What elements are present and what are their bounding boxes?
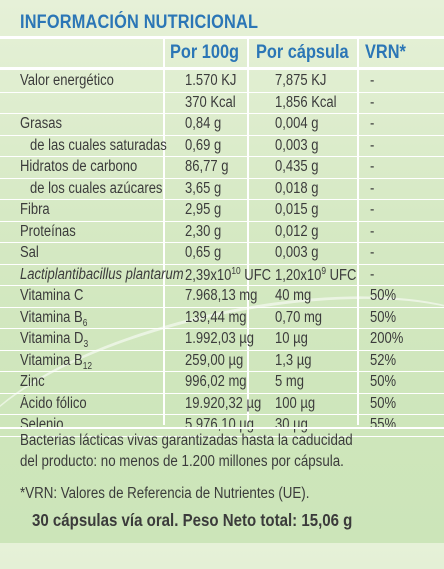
table-row: Proteínas 2,30 g 0,012 g - [0,221,444,243]
vrn-value: 50% [370,373,397,390]
value-per-capsule: 100 µg [275,394,316,412]
vrn-value: - [370,158,375,175]
nutrient-name: Valor energético [20,72,114,89]
value-per-capsule: 0,018 g [275,179,319,197]
nutrient-name: Sal [20,244,39,261]
page-title: INFORMACIÓN NUTRICIONAL [20,12,259,33]
footer-text: 30 cápsulas vía oral. Peso Neto total: 1… [32,510,353,530]
value-per-100g: 86,77 g [185,158,229,175]
value-per-capsule: 0,003 g [275,244,319,261]
vrn-value: - [370,201,375,218]
value-per-capsule: 0,004 g [275,115,319,132]
vrn-value: 200% [370,330,404,347]
value-per-capsule: 5 mg [275,373,304,390]
table-row: 370 Kcal 1,856 Kcal - [0,92,444,114]
nutrient-name: Lactiplantibacillus plantarum [20,265,184,283]
value-per-100g: 996,02 mg [185,373,247,390]
header-per-capsule: Por cápsula [256,42,349,63]
vrn-value: - [370,93,375,111]
value-per-capsule: 0,70 mg [275,308,323,326]
value-per-100g: 2,95 g [185,201,222,218]
vrn-value: - [370,265,375,283]
vrn-value: 50% [370,287,397,304]
value-per-100g: 7.968,13 mg [185,287,258,304]
table-row: de las cuales saturadas 0,69 g 0,003 g - [0,135,444,157]
vrn-value: 55% [370,416,397,433]
table-row: Hidratos de carbono 86,77 g 0,435 g - [0,156,444,179]
value-per-100g: 3,65 g [185,179,222,197]
column-divider [163,37,165,425]
vrn-value: - [370,115,375,132]
vrn-value: 52% [370,351,397,369]
nutrient-name: Fibra [20,201,50,218]
divider [0,427,444,429]
header-vrn: VRN* [365,42,406,63]
table-row: Vitamina C 7.968,13 mg 40 mg 50% [0,285,444,308]
value-per-100g: 370 Kcal [185,93,236,111]
value-per-capsule: 0,012 g [275,222,319,240]
nutrient-name: Zinc [20,373,45,390]
vrn-note: *VRN: Valores de Referencia de Nutriente… [20,485,310,502]
nutrient-name: Vitamina B6 [20,308,88,329]
value-per-100g: 1.992,03 µg [185,330,255,347]
table-row: Vitamina D3 1.992,03 µg 10 µg 200% [0,328,444,351]
value-per-100g: 0,65 g [185,244,222,261]
table-row: Sal 0,65 g 0,003 g - [0,242,444,265]
column-divider [247,37,249,425]
value-per-capsule: 10 µg [275,330,308,347]
value-per-capsule: 0,003 g [275,136,319,154]
value-per-100g: 2,30 g [185,222,222,240]
table-row: Lactiplantibacillus plantarum 2,39x1010 U… [0,264,444,286]
value-per-100g: 139,44 mg [185,308,247,326]
vrn-value: - [370,222,375,240]
value-per-capsule: 1,856 Kcal [275,93,337,111]
nutrient-name: Vitamina D3 [20,330,89,351]
value-per-capsule: 7,875 KJ [275,72,327,89]
table-row: Vitamina B12 259,00 µg 1,3 µg 52% [0,350,444,372]
nutrient-name: Ácido fólico [20,394,87,412]
column-divider [357,37,359,425]
note-line-2: del producto: no menos de 1.200 millones… [20,453,344,470]
nutrient-name: Hidratos de carbono [20,158,138,175]
table-row: Grasas 0,84 g 0,004 g - [0,113,444,136]
value-per-capsule: 0,015 g [275,201,319,218]
value-per-capsule: 0,435 g [275,158,319,175]
value-per-100g: 19.920,32 µg [185,394,262,412]
table-row: Fibra 2,95 g 0,015 g - [0,199,444,222]
nutrient-name: de los cuales azúcares [30,179,163,197]
vrn-value: 50% [370,394,397,412]
nutrient-name: Vitamina B12 [20,351,93,372]
value-per-100g: 2,39x1010 UFC [185,265,272,284]
value-per-100g: 0,84 g [185,115,222,132]
nutrient-name: Proteínas [20,222,76,240]
table-row: Valor energético 1.570 KJ 7,875 KJ - [0,70,444,93]
value-per-capsule: 40 mg [275,287,312,304]
header-divider [0,67,444,70]
vrn-value: - [370,72,375,89]
value-per-100g: 0,69 g [185,136,222,154]
nutrient-name: de las cuales saturadas [30,136,167,154]
vrn-value: - [370,136,375,154]
table-row: Ácido fólico 19.920,32 µg 100 µg 50% [0,393,444,415]
value-per-100g: 259,00 µg [185,351,244,369]
vrn-value: 50% [370,308,397,326]
value-per-100g: 1.570 KJ [185,72,237,89]
table-row: Zinc 996,02 mg 5 mg 50% [0,371,444,394]
table-row: de los cuales azúcares 3,65 g 0,018 g - [0,178,444,200]
table-row: Vitamina B6 139,44 mg 0,70 mg 50% [0,307,444,329]
value-per-capsule: 1,3 µg [275,351,312,369]
nutrient-name: Grasas [20,115,62,132]
vrn-value: - [370,244,375,261]
nutrient-name: Vitamina C [20,287,84,304]
vrn-value: - [370,179,375,197]
divider [0,36,444,39]
value-per-capsule: 1,20x109 UFC [275,265,357,284]
header-per-100g: Por 100g [170,42,240,63]
note-line-1: Bacterias lácticas vivas garantizadas ha… [20,432,353,449]
